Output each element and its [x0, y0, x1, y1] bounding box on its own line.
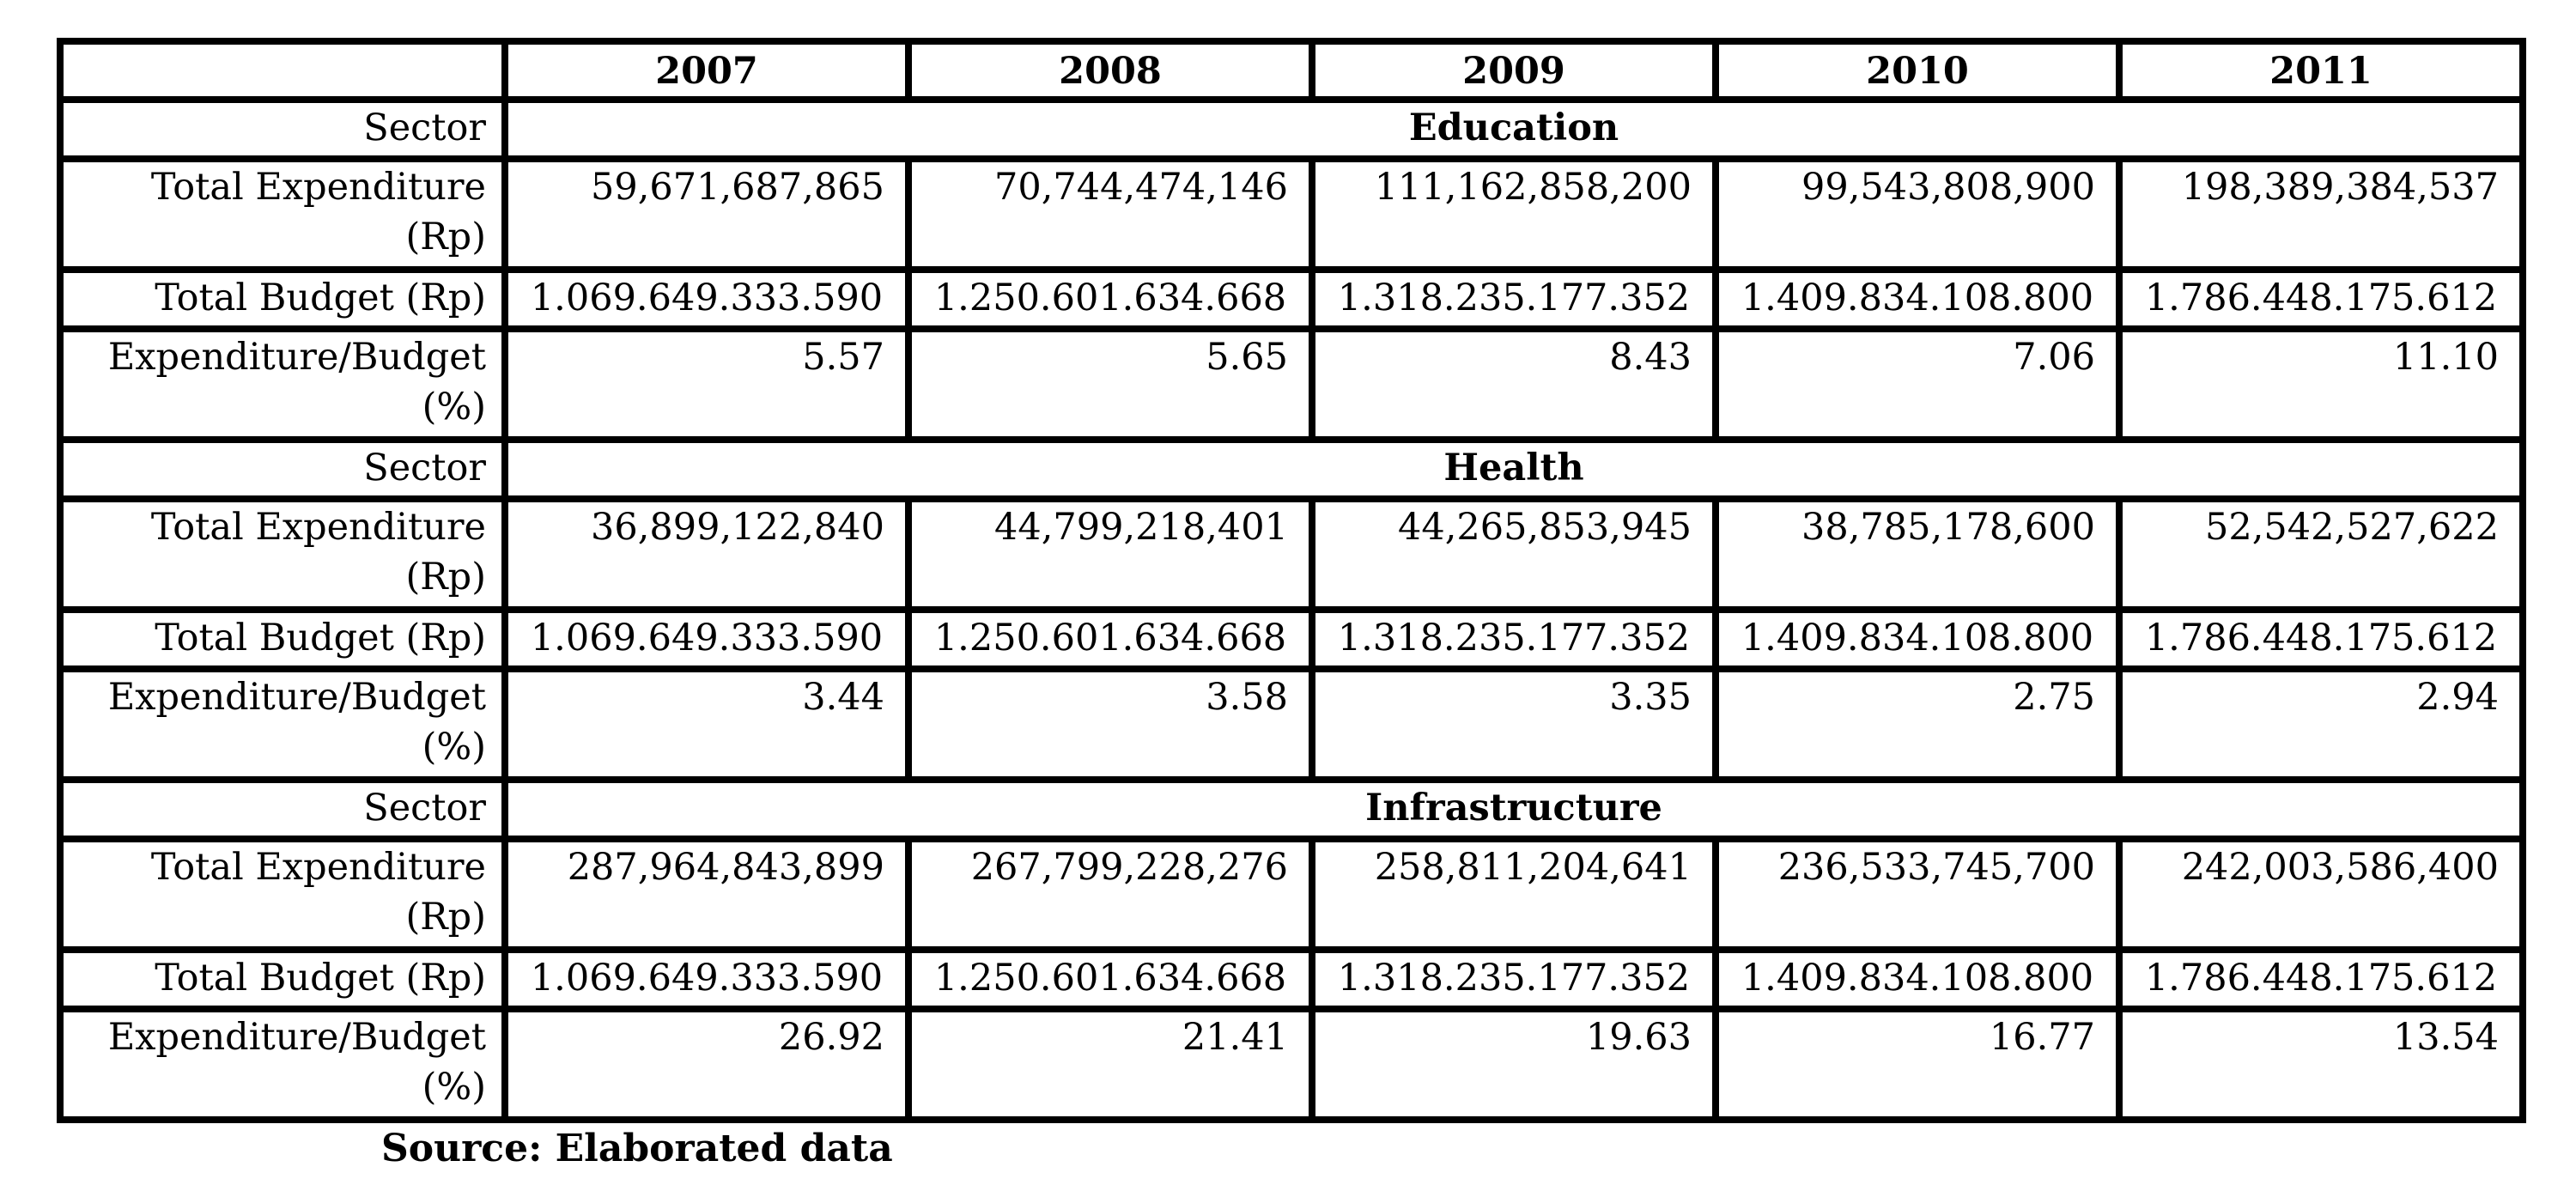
- cell-health-total-expenditure-2010: 38,785,178,600: [1712, 495, 2123, 613]
- sector-name-health: Health: [501, 435, 2526, 502]
- cell-infrastructure-total-budget-2007: 1.069.649.333.590: [501, 945, 912, 1012]
- sector-label: Sector: [57, 96, 508, 162]
- cell-infrastructure-total-budget-2009: 1.318.235.177.352: [1309, 945, 1719, 1012]
- cell-health-total-budget-2008: 1.250.601.634.668: [905, 605, 1315, 672]
- cell-education-total-expenditure-2009: 111,162,858,200: [1309, 155, 1719, 273]
- cell-infrastructure-total-expenditure-2007: 287,964,843,899: [501, 835, 912, 953]
- year-header-2010: 2010: [1712, 38, 2123, 103]
- cell-health-expenditure-budget-ratio-2007: 3.44: [501, 665, 912, 783]
- cell-infrastructure-expenditure-budget-ratio-2007: 26.92: [501, 1005, 912, 1124]
- header-corner-cell: [57, 38, 508, 103]
- sector-name-education: Education: [501, 96, 2526, 162]
- cell-education-expenditure-budget-ratio-2009: 8.43: [1309, 325, 1719, 443]
- table-row-health-total-expenditure: Total Expenditure (Rp) 36,899,122,840 44,7…: [57, 495, 2526, 613]
- cell-infrastructure-total-expenditure-2008: 267,799,228,276: [905, 835, 1315, 953]
- cell-education-expenditure-budget-ratio-2008: 5.65: [905, 325, 1315, 443]
- cell-education-total-expenditure-2010: 99,543,808,900: [1712, 155, 2123, 273]
- cell-education-total-expenditure-2007: 59,671,687,865: [501, 155, 912, 273]
- cell-infrastructure-total-expenditure-2011: 242,003,586,400: [2116, 835, 2526, 953]
- cell-health-total-expenditure-2009: 44,265,853,945: [1309, 495, 1719, 613]
- cell-education-total-budget-2010: 1.409.834.108.800: [1712, 265, 2123, 332]
- cell-health-expenditure-budget-ratio-2009: 3.35: [1309, 665, 1719, 783]
- year-header-2008: 2008: [905, 38, 1315, 103]
- cell-health-total-expenditure-2011: 52,542,527,622: [2116, 495, 2526, 613]
- sector-label: Sector: [57, 775, 508, 842]
- cell-infrastructure-expenditure-budget-ratio-2010: 16.77: [1712, 1005, 2123, 1124]
- cell-health-total-budget-2010: 1.409.834.108.800: [1712, 605, 2123, 672]
- cell-education-total-budget-2009: 1.318.235.177.352: [1309, 265, 1719, 332]
- table-row-education-total-expenditure: Total Expenditure (Rp) 59,671,687,865 70,7…: [57, 155, 2526, 273]
- cell-infrastructure-total-budget-2008: 1.250.601.634.668: [905, 945, 1315, 1012]
- row-label-total-budget: Total Budget (Rp): [57, 265, 508, 332]
- cell-education-expenditure-budget-ratio-2011: 11.10: [2116, 325, 2526, 443]
- cell-infrastructure-total-budget-2010: 1.409.834.108.800: [1712, 945, 2123, 1012]
- table-row-health-total-budget: Total Budget (Rp) 1.069.649.333.590 1.250.…: [57, 605, 2526, 672]
- cell-infrastructure-expenditure-budget-ratio-2011: 13.54: [2116, 1005, 2526, 1124]
- sector-row-education: Sector Education: [57, 96, 2526, 162]
- cell-health-total-expenditure-2008: 44,799,218,401: [905, 495, 1315, 613]
- sector-row-health: Sector Health: [57, 435, 2526, 502]
- cell-education-total-budget-2011: 1.786.448.175.612: [2116, 265, 2526, 332]
- cell-health-total-budget-2011: 1.786.448.175.612: [2116, 605, 2526, 672]
- cell-health-total-budget-2007: 1.069.649.333.590: [501, 605, 912, 672]
- cell-infrastructure-expenditure-budget-ratio-2009: 19.63: [1309, 1005, 1719, 1124]
- row-label-expenditure-budget-ratio: Expenditure/Budget (%): [57, 665, 508, 783]
- table-body: Sector Education Total Expenditure (Rp) 59,…: [57, 96, 2526, 1124]
- row-label-total-expenditure: Total Expenditure (Rp): [57, 495, 508, 613]
- row-label-total-budget: Total Budget (Rp): [57, 605, 508, 672]
- cell-education-expenditure-budget-ratio-2007: 5.57: [501, 325, 912, 443]
- cell-education-total-budget-2007: 1.069.649.333.590: [501, 265, 912, 332]
- cell-health-expenditure-budget-ratio-2011: 2.94: [2116, 665, 2526, 783]
- cell-health-expenditure-budget-ratio-2010: 2.75: [1712, 665, 2123, 783]
- year-header-2011: 2011: [2116, 38, 2526, 103]
- table-row-education-total-budget: Total Budget (Rp) 1.069.649.333.590 1.250.…: [57, 265, 2526, 332]
- row-label-total-expenditure: Total Expenditure (Rp): [57, 835, 508, 953]
- sector-row-infrastructure: Sector Infrastructure: [57, 775, 2526, 842]
- cell-education-total-budget-2008: 1.250.601.634.668: [905, 265, 1315, 332]
- year-header-2009: 2009: [1309, 38, 1719, 103]
- row-label-expenditure-budget-ratio: Expenditure/Budget (%): [57, 1005, 508, 1124]
- table-row-health-expenditure-budget-ratio: Expenditure/Budget (%) 3.44 3.58 3.35 2.75 2.…: [57, 665, 2526, 783]
- source-note: Source: Elaborated data: [381, 1127, 893, 1170]
- row-label-total-expenditure: Total Expenditure (Rp): [57, 155, 508, 273]
- year-header-2007: 2007: [501, 38, 912, 103]
- cell-education-expenditure-budget-ratio-2010: 7.06: [1712, 325, 2123, 443]
- cell-health-total-expenditure-2007: 36,899,122,840: [501, 495, 912, 613]
- sector-name-infrastructure: Infrastructure: [501, 775, 2526, 842]
- row-label-expenditure-budget-ratio: Expenditure/Budget (%): [57, 325, 508, 443]
- row-label-total-budget: Total Budget (Rp): [57, 945, 508, 1012]
- header-row: 2007 2008 2009 2010 2011: [57, 38, 2526, 103]
- cell-infrastructure-total-budget-2011: 1.786.448.175.612: [2116, 945, 2526, 1012]
- cell-education-total-expenditure-2008: 70,744,474,146: [905, 155, 1315, 273]
- cell-infrastructure-total-expenditure-2010: 236,533,745,700: [1712, 835, 2123, 953]
- cell-infrastructure-expenditure-budget-ratio-2008: 21.41: [905, 1005, 1315, 1124]
- table-row-infrastructure-total-expenditure: Total Expenditure (Rp) 287,964,843,899 267…: [57, 835, 2526, 953]
- cell-education-total-expenditure-2011: 198,389,384,537: [2116, 155, 2526, 273]
- cell-health-expenditure-budget-ratio-2008: 3.58: [905, 665, 1315, 783]
- table-row-infrastructure-total-budget: Total Budget (Rp) 1.069.649.333.590 1.250.…: [57, 945, 2526, 1012]
- sector-expenditure-table: 2007 2008 2009 2010 2011 Sector Education…: [57, 38, 2526, 1124]
- table-row-education-expenditure-budget-ratio: Expenditure/Budget (%) 5.57 5.65 8.43 7.06 11…: [57, 325, 2526, 443]
- sector-label: Sector: [57, 435, 508, 502]
- cell-health-total-budget-2009: 1.318.235.177.352: [1309, 605, 1719, 672]
- cell-infrastructure-total-expenditure-2009: 258,811,204,641: [1309, 835, 1719, 953]
- table-row-infrastructure-expenditure-budget-ratio: Expenditure/Budget (%) 26.92 21.41 19.63 16.…: [57, 1005, 2526, 1124]
